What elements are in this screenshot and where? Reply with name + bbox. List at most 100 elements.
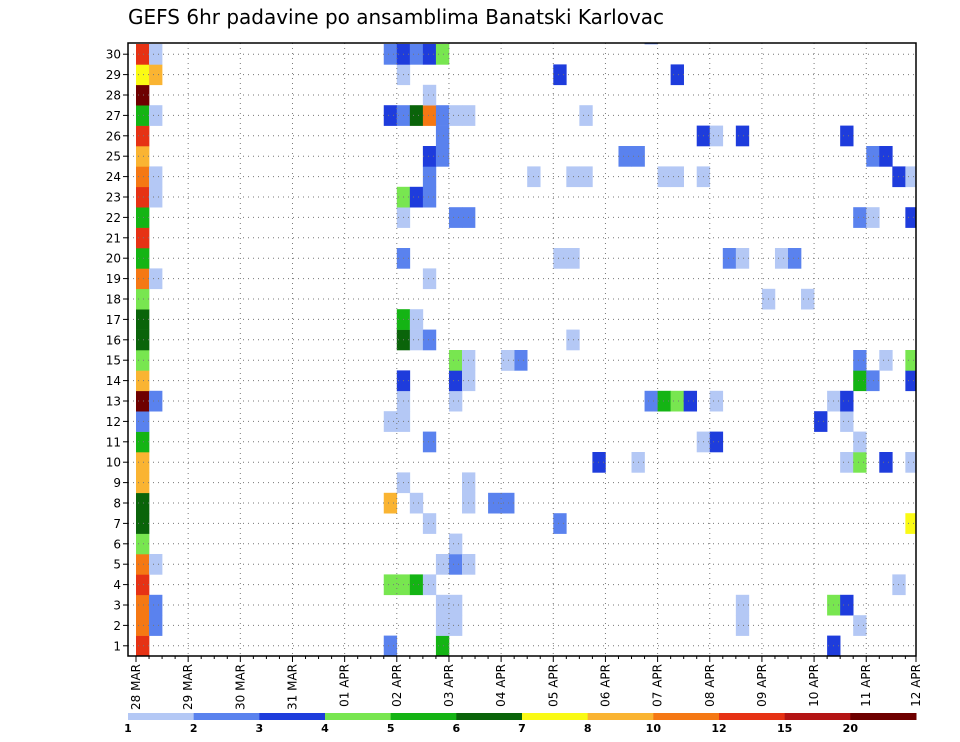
heatmap-cell	[136, 309, 150, 330]
heatmap-cell	[735, 615, 750, 636]
y-tick-label: 11	[106, 435, 121, 449]
heatmap-cell	[136, 105, 150, 126]
heatmap-cell	[136, 227, 150, 249]
heatmap-cell	[879, 350, 893, 371]
heatmap-cell	[409, 44, 424, 65]
legend-swatch	[325, 713, 392, 720]
heatmap-cell	[566, 248, 580, 269]
x-tick-label: 08 APR	[703, 664, 717, 707]
heatmap-cell	[514, 350, 528, 371]
heatmap-cell	[905, 452, 917, 473]
legend-swatch	[850, 713, 917, 720]
heatmap-cell	[136, 84, 150, 106]
heatmap-cell	[879, 452, 893, 473]
y-tick-label: 4	[113, 578, 121, 592]
heatmap-cell	[409, 186, 424, 208]
y-tick-label: 7	[113, 517, 121, 531]
y-tick-label: 6	[113, 537, 121, 551]
heatmap-cell	[136, 411, 150, 432]
heatmap-cell	[853, 350, 867, 371]
heatmap-cell	[566, 166, 580, 188]
x-tick-label: 02 APR	[390, 664, 404, 707]
heatmap-cell	[735, 594, 750, 616]
heatmap-cell	[383, 411, 398, 432]
heatmap-cell	[422, 268, 437, 290]
heatmap-cell	[840, 411, 854, 432]
heatmap-cell	[722, 248, 737, 269]
legend-label: 8	[584, 722, 592, 735]
heatmap-cell	[136, 370, 150, 392]
legend-swatch	[653, 713, 720, 720]
legend-label: 3	[256, 722, 264, 735]
heatmap-cell	[853, 431, 867, 453]
heatmap-cell	[422, 105, 437, 126]
heatmap-cell	[149, 390, 163, 412]
y-tick-label: 10	[106, 456, 121, 470]
legend-label: 20	[843, 722, 859, 735]
heatmap-cell	[683, 390, 698, 412]
heatmap-cell	[383, 635, 398, 657]
heatmap-cell	[136, 533, 150, 555]
heatmap-cell	[735, 248, 750, 269]
heatmap-cell	[618, 146, 632, 167]
heatmap-cell	[448, 594, 463, 616]
grid-lines	[128, 43, 916, 656]
heatmap-cell	[905, 166, 917, 188]
y-tick-label: 28	[106, 89, 121, 103]
legend-swatch	[719, 713, 786, 720]
heatmap-cell	[136, 635, 150, 657]
x-tick-label: 07 APR	[651, 664, 665, 707]
heatmap-cell	[136, 268, 150, 290]
heatmap-cell	[853, 370, 867, 392]
heatmap-cell	[448, 370, 463, 392]
y-tick-label: 24	[106, 170, 121, 184]
heatmap-cell	[435, 44, 450, 65]
heatmap-cell	[409, 105, 424, 126]
x-axis: 28 MAR 29 MAR 30 MAR 31 MAR 01 APR 02 APR 03 A…	[129, 656, 923, 710]
heatmap-cell	[905, 350, 917, 371]
x-tick-label: 28 MAR	[129, 664, 143, 710]
legend-swatch	[128, 713, 195, 720]
heatmap-cell	[136, 472, 150, 494]
y-tick-label: 16	[106, 333, 121, 347]
legend-label: 12	[711, 722, 726, 735]
y-tick-label: 8	[113, 497, 121, 511]
color-legend: 1 2 3 4 5 6 7 8 10 12 15 20	[124, 713, 917, 735]
heatmap-cell	[435, 594, 450, 616]
x-tick-label: 06 APR	[598, 664, 612, 707]
y-tick-label: 12	[106, 415, 121, 429]
heatmap-cell	[840, 594, 854, 616]
heatmap-cell	[448, 207, 463, 228]
y-tick-label: 21	[106, 231, 121, 245]
heatmap-cell	[709, 431, 724, 453]
heatmap-cell	[422, 44, 437, 65]
heatmap-cell	[553, 248, 567, 269]
heatmap-cell	[435, 554, 450, 575]
heatmap-cell	[149, 64, 163, 86]
legend-swatch	[456, 713, 523, 720]
y-tick-label: 17	[106, 313, 121, 327]
heatmap-cell	[670, 390, 684, 412]
heatmap-cell	[422, 574, 437, 596]
legend-swatch	[522, 713, 589, 720]
heatmap-cell	[136, 207, 150, 228]
chart-title: GEFS 6hr padavine po ansamblima Banatski…	[128, 5, 664, 29]
heatmap-cell	[644, 390, 658, 412]
legend-swatch	[259, 713, 326, 720]
y-tick-label: 2	[113, 619, 121, 633]
heatmap-cell	[136, 492, 150, 514]
x-tick-label: 01 APR	[338, 664, 352, 707]
heatmap-cell	[136, 452, 150, 473]
heatmap-cell	[905, 370, 917, 392]
heatmap-cell	[592, 452, 606, 473]
heatmap-cell	[409, 329, 424, 351]
heatmap-cell	[709, 125, 724, 147]
heatmap-cell	[801, 288, 815, 310]
heatmap-cell	[579, 105, 593, 126]
heatmap-cell	[853, 615, 867, 636]
heatmap-cell	[383, 574, 398, 596]
heatmap-cell	[435, 635, 450, 657]
heatmap-cell	[866, 370, 880, 392]
legend-label: 6	[453, 722, 461, 735]
heatmap-cell	[905, 207, 917, 228]
